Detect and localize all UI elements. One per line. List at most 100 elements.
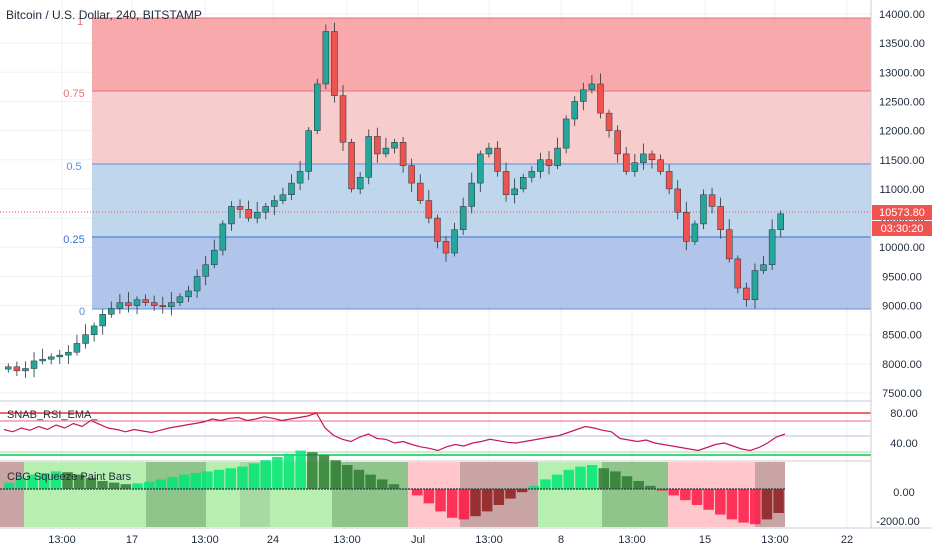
squeeze-bar bbox=[283, 453, 295, 489]
candle-body bbox=[665, 171, 673, 190]
candle-body bbox=[56, 354, 64, 358]
fib-label-0: 0 bbox=[79, 306, 85, 318]
candle-body bbox=[262, 206, 270, 213]
candle-body bbox=[253, 211, 261, 219]
candle-body bbox=[751, 270, 759, 300]
fib-zone-upper-dark bbox=[92, 18, 871, 91]
squeeze-bar bbox=[481, 489, 493, 512]
candle-body bbox=[640, 153, 647, 163]
candle-body bbox=[176, 296, 184, 303]
candle-body bbox=[622, 153, 630, 172]
squeeze-bar bbox=[120, 484, 132, 489]
time-label-1: 13:00 bbox=[48, 534, 76, 546]
fib-label-1: 1 bbox=[77, 16, 83, 28]
squeeze-bar bbox=[260, 460, 271, 489]
candle-body bbox=[47, 356, 55, 360]
candle-body bbox=[605, 112, 613, 131]
candle-body bbox=[451, 229, 458, 254]
squeeze-bar bbox=[761, 489, 773, 520]
candle-body bbox=[434, 217, 441, 242]
candle-body bbox=[657, 159, 664, 172]
rsi-tick-40: 40.00 bbox=[890, 438, 918, 450]
time-label-8: 8 bbox=[558, 534, 564, 546]
squeeze-bar bbox=[108, 482, 120, 489]
fib-label-05: 0.5 bbox=[66, 161, 81, 173]
candle-body bbox=[528, 171, 536, 178]
candle-body bbox=[537, 159, 544, 172]
time-label-4: 24 bbox=[267, 534, 279, 546]
squeeze-bar bbox=[586, 465, 598, 489]
candle-body bbox=[219, 223, 227, 251]
squeeze-bar bbox=[213, 469, 225, 489]
squeeze-bar bbox=[773, 489, 784, 513]
rsi-panel-title: SNAB_RSI_EMA_ bbox=[7, 409, 98, 421]
time-label-2: 17 bbox=[126, 534, 138, 546]
time-axis[interactable]: 13:00 17 13:00 24 13:00 Jul 13:00 8 13:0… bbox=[0, 527, 932, 546]
squeeze-bar bbox=[575, 466, 586, 489]
squeeze-bar bbox=[493, 489, 505, 505]
squeeze-bar bbox=[458, 489, 470, 520]
candle-body bbox=[580, 89, 587, 102]
candle-body bbox=[614, 130, 621, 155]
candle-body bbox=[202, 264, 209, 277]
price-tick-label: 10000.00 bbox=[879, 242, 925, 254]
squeeze-pane[interactable]: CBG Squeeze Paint Bars bbox=[0, 450, 785, 527]
countdown-value: 03:30:20 bbox=[881, 223, 924, 235]
candle-body bbox=[425, 200, 433, 219]
squeeze-bar bbox=[621, 476, 633, 489]
candle-body bbox=[374, 136, 381, 155]
price-tick-label: 8500.00 bbox=[882, 330, 922, 342]
squeeze-bar bbox=[516, 489, 528, 493]
candle-body bbox=[228, 206, 235, 225]
candle-body bbox=[356, 177, 364, 190]
candle-body bbox=[65, 351, 72, 356]
price-tick-label: 13500.00 bbox=[879, 38, 925, 50]
candle-body bbox=[365, 136, 373, 178]
price-tick-label: 8000.00 bbox=[882, 359, 922, 371]
squeeze-panel-title: CBG Squeeze Paint Bars bbox=[7, 471, 132, 483]
squeeze-bar bbox=[703, 489, 714, 510]
candle-body bbox=[468, 182, 475, 207]
squeeze-bar bbox=[178, 474, 190, 489]
squeeze-bar bbox=[132, 483, 143, 489]
squeeze-bar bbox=[656, 489, 668, 491]
candle-body bbox=[322, 31, 330, 85]
candle-body bbox=[777, 213, 784, 230]
candle-body bbox=[305, 130, 312, 172]
squeeze-bar bbox=[365, 474, 376, 489]
current-price-value: 10573.80 bbox=[879, 207, 925, 219]
squeeze-bar bbox=[295, 450, 306, 489]
squeeze-bar bbox=[738, 489, 749, 523]
candle-body bbox=[185, 290, 192, 298]
squeeze-bar bbox=[27, 474, 38, 489]
candle-body bbox=[108, 308, 115, 315]
candle-body bbox=[348, 142, 355, 190]
candle-body bbox=[597, 83, 604, 114]
squeeze-bar bbox=[715, 489, 726, 515]
squeeze-bar bbox=[528, 485, 540, 489]
squeeze-bar bbox=[237, 466, 248, 489]
fib-label-025: 0.25 bbox=[63, 234, 84, 246]
squeeze-bar bbox=[155, 479, 167, 489]
squeeze-tick-neg2000: -2000.00 bbox=[876, 516, 919, 528]
squeeze-bar bbox=[167, 477, 178, 489]
squeeze-bar bbox=[353, 469, 365, 489]
main-pane[interactable]: 1 0.75 0.5 0.25 0 Bitcoin / U.S. Dollar,… bbox=[0, 0, 871, 528]
candle-body bbox=[73, 343, 81, 353]
candle-body bbox=[408, 165, 415, 184]
price-tick-label: 12500.00 bbox=[879, 96, 925, 108]
squeeze-bar bbox=[750, 489, 761, 525]
price-scale[interactable]: 14000.00 13500.00 13000.00 12500.00 12000.00… bbox=[870, 0, 932, 528]
candle-body bbox=[691, 223, 699, 242]
time-label-5: 13:00 bbox=[333, 534, 361, 546]
squeeze-bar bbox=[318, 455, 330, 489]
squeeze-bar bbox=[726, 489, 738, 520]
candle-body bbox=[211, 249, 218, 265]
squeeze-histogram bbox=[4, 450, 784, 525]
candle-body bbox=[442, 241, 450, 254]
squeeze-bar bbox=[50, 471, 62, 489]
squeeze-bar bbox=[598, 468, 609, 489]
squeeze-bar bbox=[388, 484, 400, 489]
rsi-pane[interactable]: SNAB_RSI_EMA_ bbox=[0, 409, 871, 456]
